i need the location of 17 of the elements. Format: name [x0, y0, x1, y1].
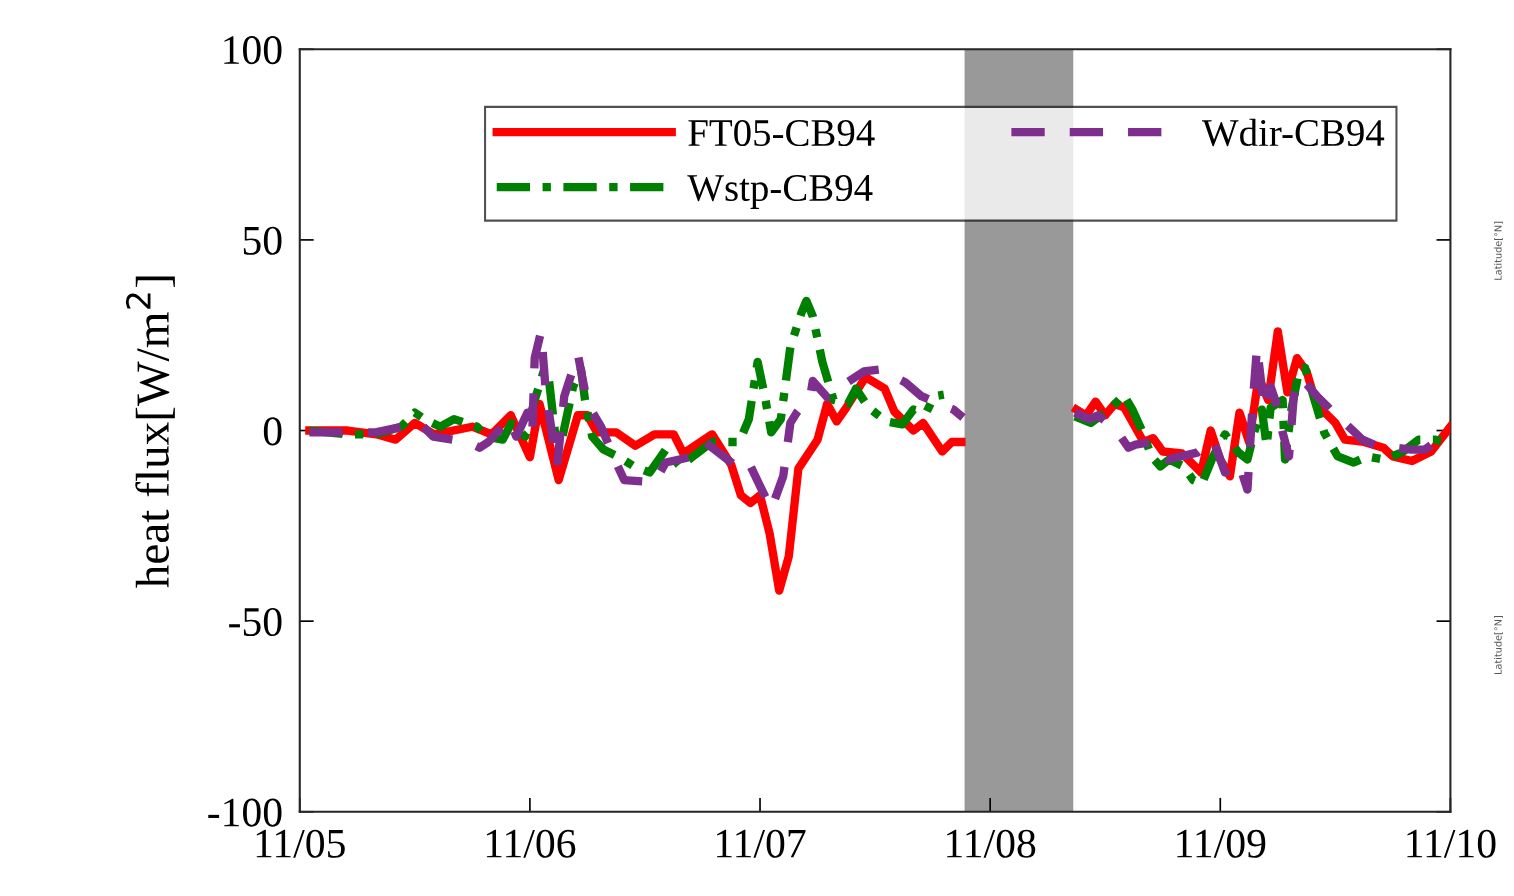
y-tick-label: 100: [224, 36, 282, 65]
x-tick-label: 11/05: [256, 829, 345, 858]
x-tick-label: 11/10: [1407, 829, 1496, 858]
legend-label: FT05-CB94: [688, 119, 875, 147]
y-tick-label: 50: [243, 226, 282, 255]
y-tick-label: -50: [229, 607, 282, 637]
x-tick-label: 11/09: [1177, 829, 1266, 858]
text: Latitude[°N]: [1494, 221, 1503, 280]
legend-label: Wdir-CB94: [1201, 118, 1385, 147]
text: Latitude[°N]: [1494, 616, 1503, 675]
legend-label: Wstp-CB94: [687, 174, 873, 209]
y-tick-label: 0: [263, 417, 282, 446]
x-tick-label: 11/08: [947, 829, 1036, 858]
y-tick-label: -100: [208, 798, 282, 827]
y-axis-title: heat flux[W/m$^{2}$]: [125, 276, 175, 588]
x-tick-label: 11/06: [486, 829, 576, 858]
x-tick-label: 11/07: [717, 829, 806, 858]
